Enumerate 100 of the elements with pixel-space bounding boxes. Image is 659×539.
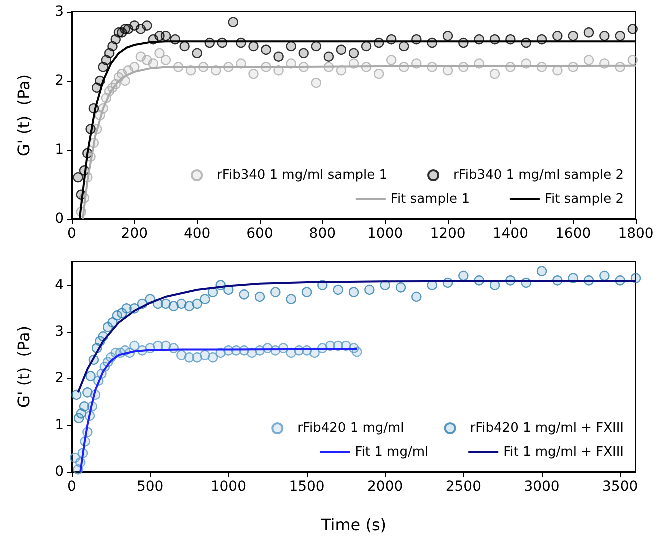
point: [399, 41, 410, 52]
x-tick-label: 1000: [368, 226, 404, 242]
point: [302, 287, 312, 298]
x-tick-label: 1600: [556, 226, 592, 242]
point: [200, 350, 210, 360]
legend-label: Fit 1 mg/ml: [355, 445, 429, 460]
point: [82, 388, 93, 398]
point: [584, 28, 594, 38]
point: [324, 52, 334, 62]
point: [168, 301, 179, 312]
point: [248, 41, 259, 52]
y-tick-label: 4: [55, 277, 64, 294]
x-tick-label: 1000: [210, 479, 246, 495]
point: [176, 298, 187, 310]
point: [160, 298, 172, 310]
y-tick-label: 0: [55, 211, 64, 227]
point: [180, 41, 190, 52]
legend-label: rFib420 1 mg/ml + FXIII: [470, 421, 624, 436]
x-tick-label: 0: [68, 479, 76, 495]
point: [79, 402, 90, 412]
point: [248, 69, 259, 80]
point: [600, 270, 610, 282]
point: [348, 48, 360, 58]
point: [348, 287, 360, 298]
point: [628, 55, 638, 66]
point: [274, 52, 284, 62]
y-axis-title: G' (t) (Pa): [14, 326, 34, 408]
y-tick-label: 3: [55, 4, 64, 20]
point: [386, 55, 397, 66]
point: [192, 298, 202, 310]
point: [298, 48, 309, 58]
point: [396, 282, 406, 293]
y-axis-title: G' (t) (Pa): [14, 74, 34, 157]
point: [568, 31, 578, 42]
point: [142, 20, 152, 31]
legend-label: rFib420 1 mg/ml: [298, 421, 404, 436]
point: [311, 78, 322, 88]
point: [552, 66, 563, 76]
legend-label: Fit sample 2: [544, 192, 624, 207]
point: [615, 31, 626, 42]
point: [552, 31, 563, 42]
point: [490, 69, 500, 80]
point: [374, 69, 384, 80]
legend-label: rFib340 1 mg/ml sample 1: [217, 168, 388, 183]
point: [160, 31, 172, 42]
point: [176, 350, 187, 360]
point: [261, 44, 272, 56]
x-tick-label: 1800: [618, 226, 654, 242]
y-tick-label: 1: [55, 142, 64, 158]
point: [130, 340, 140, 352]
x-tick-label: 3000: [524, 479, 560, 495]
legend-label: Fit sample 1: [390, 192, 470, 207]
point: [311, 41, 322, 52]
x-tick-label: 1400: [492, 226, 528, 242]
point: [208, 352, 218, 363]
y-tick-label: 2: [55, 73, 64, 89]
y-tick-label: 1: [55, 417, 64, 434]
x-tick-label: 400: [184, 226, 211, 242]
point: [361, 41, 372, 52]
point: [154, 48, 165, 58]
point: [286, 294, 296, 304]
point: [192, 352, 202, 363]
x-tick-label: 3500: [602, 479, 638, 495]
point: [130, 62, 140, 72]
point: [584, 55, 594, 66]
point: [333, 284, 344, 296]
point: [86, 371, 96, 382]
point: [442, 31, 454, 42]
x-tick-label: 600: [246, 226, 274, 242]
point: [72, 390, 82, 400]
legend-label: rFib340 1 mg/ml sample 2: [454, 168, 624, 183]
y-tick-label: 3: [55, 324, 64, 340]
point: [336, 44, 347, 56]
x-axis-title: Time (s): [320, 516, 387, 534]
point: [228, 17, 238, 28]
x-tick-label: 1200: [430, 226, 466, 242]
legend-label: Fit 1 mg/ml + FXIII: [504, 445, 624, 460]
point: [239, 290, 250, 300]
point: [192, 48, 202, 58]
point: [458, 270, 469, 282]
point: [148, 58, 159, 69]
x-tick-label: 200: [121, 226, 148, 242]
y-tick-label: 0: [55, 464, 64, 480]
y-tick-label: 2: [55, 370, 64, 387]
x-tick-label: 2000: [368, 479, 404, 495]
x-tick-label: 800: [309, 226, 336, 242]
point: [160, 55, 172, 66]
point: [184, 301, 195, 312]
x-tick-label: 500: [136, 479, 164, 495]
point: [628, 24, 638, 34]
x-tick-label: 2500: [446, 479, 482, 495]
point: [200, 294, 210, 304]
point: [364, 284, 375, 296]
point: [73, 172, 84, 183]
point: [286, 41, 296, 52]
x-tick-label: 1500: [289, 479, 325, 495]
x-tick-label: 0: [68, 226, 76, 242]
point: [600, 31, 610, 42]
point: [412, 292, 422, 302]
point: [536, 266, 548, 276]
